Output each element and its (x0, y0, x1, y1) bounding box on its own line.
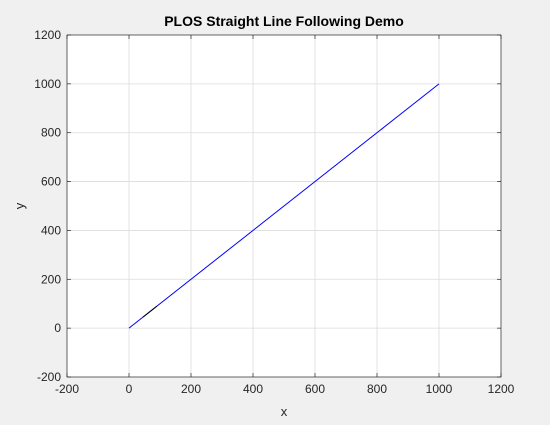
y-tick-label: 200 (41, 272, 61, 286)
x-tick-label: 800 (367, 382, 387, 396)
y-tick-label: 400 (41, 223, 61, 237)
x-tick-label: 1200 (488, 382, 515, 396)
y-axis-label: y (12, 202, 27, 209)
plot-lines (128, 83, 440, 329)
chart-title: PLOS Straight Line Following Demo (164, 13, 404, 29)
x-tick-label: -200 (55, 382, 79, 396)
y-tick-label: -200 (37, 370, 61, 384)
grid (67, 35, 501, 377)
y-tick-label: 1000 (34, 77, 61, 91)
x-tick-label: 400 (243, 382, 263, 396)
x-tick-label: 1000 (426, 382, 453, 396)
series-line (128, 83, 440, 329)
y-tick-label: 0 (54, 321, 61, 335)
x-tick-label: 0 (126, 382, 133, 396)
ticks (66, 34, 502, 378)
x-tick-label: 600 (305, 382, 325, 396)
axes-box (66, 34, 502, 378)
tick-labels: -200 0 200 400 600 800 1000 1200 -200 0 200 400 600 8… (34, 28, 514, 396)
y-tick-label: 800 (41, 126, 61, 140)
x-axis-label: x (281, 404, 288, 419)
y-tick-label: 600 (41, 175, 61, 189)
y-tick-label: 1200 (34, 28, 61, 42)
x-tick-label: 200 (181, 382, 201, 396)
vehicle-marker (142, 305, 158, 318)
